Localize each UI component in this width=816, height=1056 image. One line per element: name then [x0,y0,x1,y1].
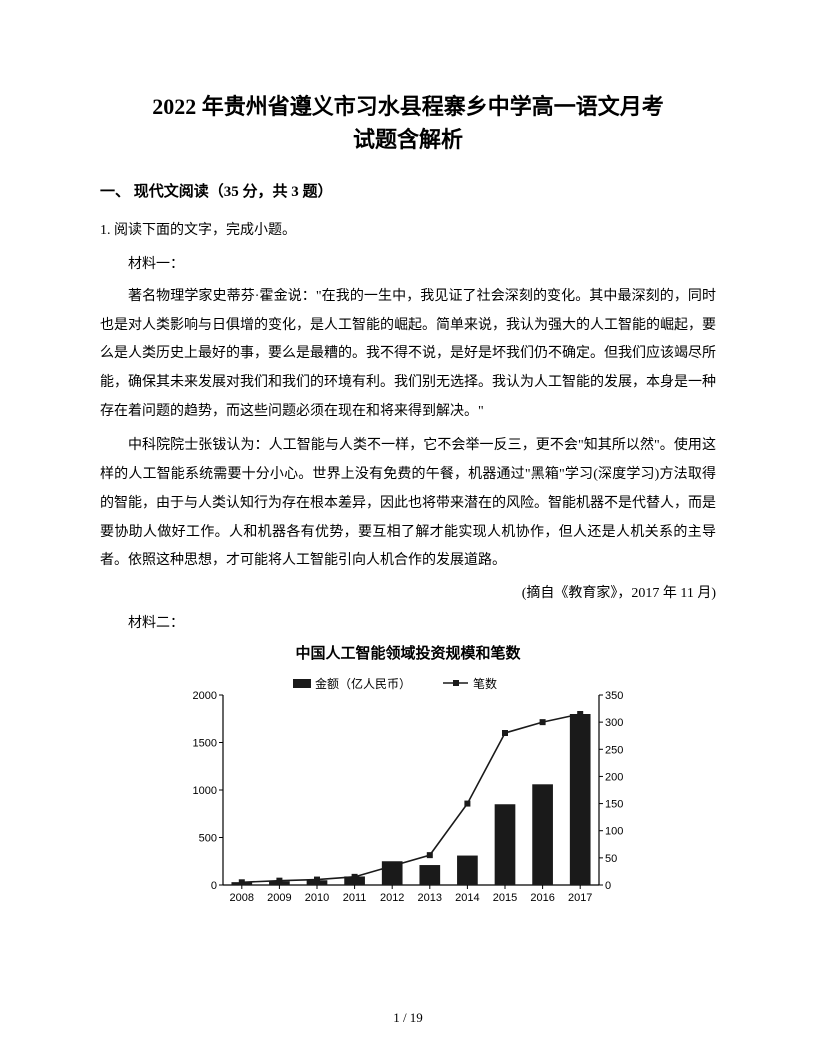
svg-text:2017: 2017 [568,892,592,904]
svg-text:100: 100 [605,826,623,838]
page-title: 2022 年贵州省遵义市习水县程寨乡中学高一语文月考 试题含解析 [100,90,716,156]
material-1-label: 材料一： [100,253,716,273]
svg-text:金额（亿人民币）: 金额（亿人民币） [315,676,411,691]
svg-text:50: 50 [605,853,617,865]
svg-text:笔数: 笔数 [473,676,497,691]
material-1-paragraph-2: 中科院院士张钹认为：人工智能与人类不一样，它不会举一反三，更不会"知其所以然"。… [100,432,716,575]
svg-text:1500: 1500 [193,737,217,749]
ai-investment-chart: 中国人工智能领域投资规模和笔数 金额（亿人民币）笔数05001000150020… [183,642,633,914]
svg-text:0: 0 [211,880,217,892]
svg-text:350: 350 [605,690,623,702]
material-2-label: 材料二： [100,612,716,632]
section-1-header: 一、 现代文阅读（35 分，共 3 题） [100,180,716,201]
svg-text:2014: 2014 [455,892,479,904]
title-line-1: 2022 年贵州省遵义市习水县程寨乡中学高一语文月考 [100,90,716,123]
material-1-citation: (摘自《教育家》，2017 年 11 月) [100,582,716,602]
svg-text:150: 150 [605,798,623,810]
svg-text:300: 300 [605,717,623,729]
svg-text:2013: 2013 [418,892,442,904]
svg-text:2012: 2012 [380,892,404,904]
svg-text:2011: 2011 [343,892,367,904]
svg-text:1000: 1000 [193,785,217,797]
title-line-2: 试题含解析 [100,123,716,156]
chart-container: 中国人工智能领域投资规模和笔数 金额（亿人民币）笔数05001000150020… [100,642,716,914]
material-1-paragraph-1: 著名物理学家史蒂芬·霍金说："在我的一生中，我见证了社会深刻的变化。其中最深刻的… [100,283,716,426]
page-number: 1 / 19 [0,1010,816,1026]
svg-text:2000: 2000 [193,690,217,702]
chart-svg: 金额（亿人民币） 笔数 0 500 1000 1500 2000 0 50 100 150 200 25… [183,669,633,909]
svg-text:2010: 2010 [305,892,329,904]
svg-text:500: 500 [199,832,217,844]
svg-text:2015: 2015 [493,892,517,904]
question-1: 1. 阅读下面的文字，完成小题。 [100,219,716,239]
svg-text:2016: 2016 [530,892,554,904]
chart-title: 中国人工智能领域投资规模和笔数 [183,642,633,663]
svg-text:2009: 2009 [267,892,291,904]
svg-text:2008: 2008 [230,892,254,904]
svg-text:200: 200 [605,771,623,783]
svg-text:0: 0 [605,880,611,892]
svg-text:250: 250 [605,744,623,756]
